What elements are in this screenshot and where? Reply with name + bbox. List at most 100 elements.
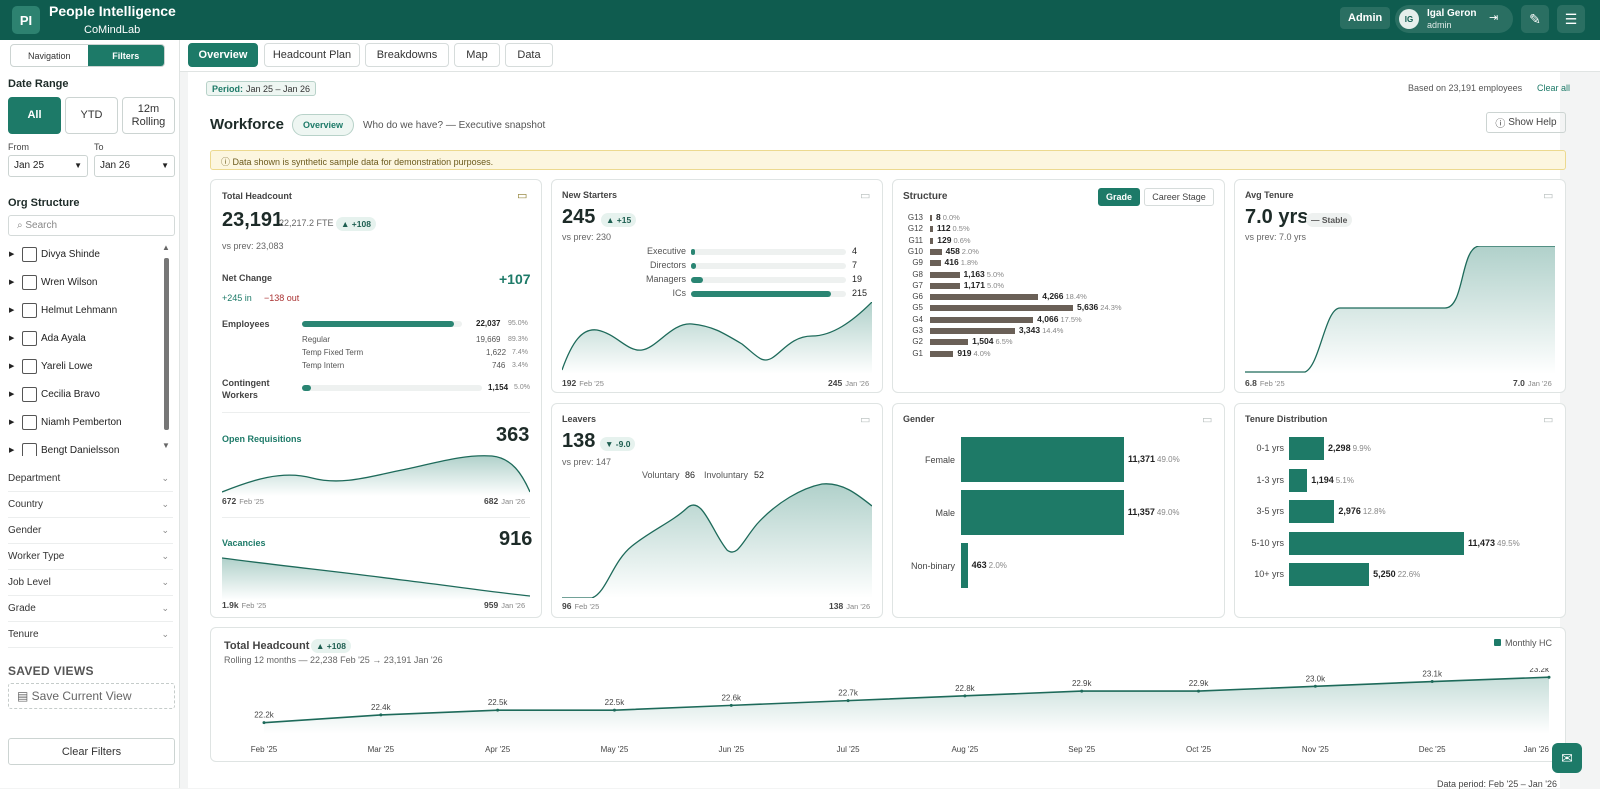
tree-checkbox[interactable] xyxy=(22,359,37,374)
facet-gender[interactable]: Gender ⌄ xyxy=(8,519,173,544)
tree-scrollbar[interactable] xyxy=(164,258,169,430)
trend-point[interactable] xyxy=(846,699,850,703)
trend-point[interactable] xyxy=(1197,689,1201,693)
leavers-sparkline xyxy=(562,483,872,598)
trend-x-tick: Oct '25 xyxy=(1186,745,1212,754)
tree-item[interactable]: ▶ Helmut Lehmann xyxy=(0,301,160,323)
expand-arrow-icon[interactable]: ▶ xyxy=(9,419,15,426)
expand-arrow-icon[interactable]: ▶ xyxy=(9,391,15,398)
tab-headcount-plan[interactable]: Headcount Plan xyxy=(264,43,360,67)
grade-pct: 17.5% xyxy=(1060,314,1082,324)
comment-icon[interactable]: ▭ xyxy=(1202,414,1213,426)
clear-filters-button[interactable]: Clear Filters xyxy=(8,738,175,765)
user-menu[interactable]: IG Igal Geron admin ⇥ xyxy=(1395,5,1513,33)
comment-icon[interactable]: ▭ xyxy=(860,190,871,202)
trend-point[interactable] xyxy=(262,721,266,725)
date-ytd-button[interactable]: YTD xyxy=(65,97,118,134)
facet-job-level[interactable]: Job Level ⌄ xyxy=(8,571,173,596)
tree-checkbox[interactable] xyxy=(22,331,37,346)
tree-item[interactable]: ▶ Yareli Lowe xyxy=(0,357,160,379)
scroll-up-icon[interactable]: ▲ xyxy=(162,243,170,252)
expand-arrow-icon[interactable]: ▶ xyxy=(9,335,15,342)
trend-point[interactable] xyxy=(1430,680,1434,684)
trend-point[interactable] xyxy=(1080,689,1084,693)
date-12m-button[interactable]: 12m Rolling xyxy=(122,97,175,134)
period-badge[interactable]: Period: Jan 25 – Jan 26 xyxy=(206,81,317,96)
tree-checkbox[interactable] xyxy=(22,387,37,402)
starters-end-label: Jan '26 xyxy=(845,379,870,388)
user-name: Igal Geron xyxy=(1427,8,1477,19)
temp-intern-value: 746 xyxy=(492,361,506,370)
gender-bar[interactable] xyxy=(961,543,968,588)
grade-pct: 14.4% xyxy=(1042,326,1064,335)
facet-country[interactable]: Country ⌄ xyxy=(8,493,173,518)
expand-arrow-icon[interactable]: ▶ xyxy=(9,307,15,314)
tab-filters[interactable]: Filters xyxy=(87,45,164,66)
tree-checkbox[interactable] xyxy=(22,247,37,262)
logout-icon[interactable]: ⇥ xyxy=(1489,12,1499,24)
trend-point[interactable] xyxy=(612,708,616,712)
edit-icon[interactable]: ✎ xyxy=(1521,5,1549,33)
tenure-bar[interactable] xyxy=(1289,437,1325,460)
trend-point[interactable] xyxy=(729,703,733,707)
expand-arrow-icon[interactable]: ▶ xyxy=(9,363,15,370)
facet-grade[interactable]: Grade ⌄ xyxy=(8,597,173,622)
career-stage-toggle[interactable]: Career Stage xyxy=(1144,188,1214,206)
chevron-down-icon: ⌄ xyxy=(161,525,169,535)
date-all-button[interactable]: All xyxy=(8,97,61,134)
tree-checkbox[interactable] xyxy=(22,415,37,430)
comment-icon[interactable]: ▭ xyxy=(517,190,528,202)
facet-tenure[interactable]: Tenure ⌄ xyxy=(8,623,173,648)
trend-point[interactable] xyxy=(379,713,383,717)
tree-checkbox[interactable] xyxy=(22,275,37,290)
org-search-input[interactable]: ⌕ Search xyxy=(8,215,175,236)
trend-point[interactable] xyxy=(963,694,967,698)
tree-item[interactable]: ▶ Bengt Danielsson xyxy=(0,441,160,456)
tree-checkbox[interactable] xyxy=(22,443,37,456)
from-select[interactable]: Jan 25 ▼ xyxy=(8,155,88,177)
contingent-bar xyxy=(302,385,311,391)
trend-point[interactable] xyxy=(496,708,500,712)
gender-bar[interactable] xyxy=(961,437,1124,482)
tenure-bar[interactable] xyxy=(1289,468,1308,492)
tree-checkbox[interactable] xyxy=(22,303,37,318)
tab-map[interactable]: Map xyxy=(454,43,500,67)
trend-delta: ▲ +108 xyxy=(311,639,351,653)
tenure-bar[interactable] xyxy=(1289,500,1335,523)
expand-arrow-icon[interactable]: ▶ xyxy=(9,279,15,286)
tree-item[interactable]: ▶ Divya Shinde xyxy=(0,245,160,267)
admin-badge[interactable]: Admin xyxy=(1340,7,1391,29)
tree-item[interactable]: ▶ Niamh Pemberton xyxy=(0,413,160,435)
tab-navigation[interactable]: Navigation xyxy=(27,50,71,61)
chat-icon[interactable]: ✉ xyxy=(1552,743,1582,773)
involuntary-label: Involuntary xyxy=(704,470,749,480)
scroll-down-icon[interactable]: ▼ xyxy=(162,441,170,450)
tab-data[interactable]: Data xyxy=(505,43,553,67)
tree-item[interactable]: ▶ Ada Ayala xyxy=(0,329,160,351)
expand-arrow-icon[interactable]: ▶ xyxy=(9,447,15,454)
tree-item[interactable]: ▶ Cecilia Bravo xyxy=(0,385,160,407)
grade-toggle[interactable]: Grade xyxy=(1098,188,1140,206)
facet-department[interactable]: Department ⌄ xyxy=(8,467,173,492)
clear-all-link[interactable]: Clear all xyxy=(1537,83,1571,93)
tenure-bar[interactable] xyxy=(1289,531,1464,555)
legend-label: Monthly HC xyxy=(1505,638,1553,648)
to-select[interactable]: Jan 26 ▼ xyxy=(94,155,175,177)
comment-icon[interactable]: ▭ xyxy=(860,414,871,426)
tree-item[interactable]: ▶ Wren Wilson xyxy=(0,273,160,295)
gender-bar[interactable] xyxy=(961,490,1124,535)
expand-arrow-icon[interactable]: ▶ xyxy=(9,251,15,258)
settings-sliders-icon[interactable]: ☰ xyxy=(1557,5,1585,33)
tab-overview[interactable]: Overview xyxy=(188,43,258,67)
facet-worker-type[interactable]: Worker Type ⌄ xyxy=(8,545,173,570)
save-view-button[interactable]: ▤ Save Current View xyxy=(8,683,175,709)
comment-icon[interactable]: ▭ xyxy=(1543,414,1554,426)
overview-pill[interactable]: Overview xyxy=(292,114,355,136)
tenure-bar[interactable] xyxy=(1289,563,1370,586)
show-help-button[interactable]: ⓘ Show Help xyxy=(1486,112,1566,133)
tab-breakdowns[interactable]: Breakdowns xyxy=(365,43,449,67)
app-logo[interactable]: PI xyxy=(12,6,40,34)
comment-icon[interactable]: ▭ xyxy=(1543,190,1554,202)
trend-point[interactable] xyxy=(1547,675,1551,679)
trend-point[interactable] xyxy=(1313,684,1317,688)
